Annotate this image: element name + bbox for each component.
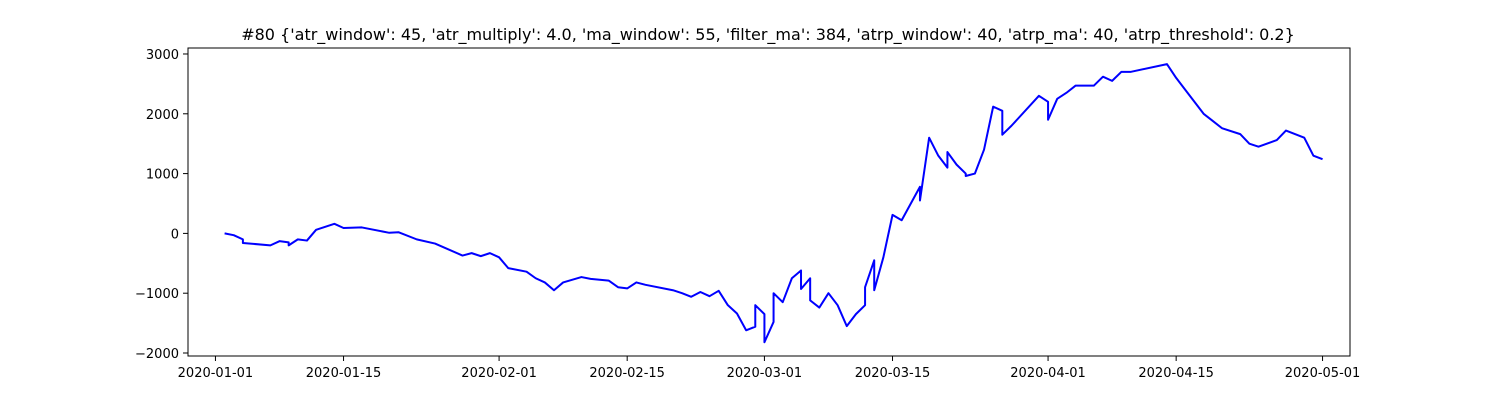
y-tick-label-2: 0 <box>171 227 179 242</box>
chart-title: #80 {'atr_window': 45, 'atr_multiply': 4… <box>241 25 1295 45</box>
y-tick-label-4: 2000 <box>146 108 179 123</box>
x-tick-label-0: 2020-01-01 <box>178 366 254 381</box>
y-tick-label-0: −2000 <box>135 347 179 362</box>
y-tick-label-1: −1000 <box>135 287 179 302</box>
x-tick-label-7: 2020-04-15 <box>1138 366 1214 381</box>
y-tick-label-3: 1000 <box>146 168 179 183</box>
y-axis: −2000 −1000 0 1000 2000 3000 <box>135 48 188 362</box>
x-tick-label-6: 2020-04-01 <box>1010 366 1086 381</box>
x-tick-label-5: 2020-03-15 <box>855 366 931 381</box>
x-tick-label-2: 2020-02-01 <box>461 366 537 381</box>
x-tick-label-3: 2020-02-15 <box>589 366 665 381</box>
y-tick-label-5: 3000 <box>146 48 179 63</box>
x-axis: 2020-01-01 2020-01-15 2020-02-01 2020-02-15… <box>178 356 1361 381</box>
plot-area <box>224 63 1323 344</box>
x-tick-label-1: 2020-01-15 <box>306 366 382 381</box>
x-tick-label-4: 2020-03-01 <box>727 366 803 381</box>
series-line-0 <box>224 63 1323 344</box>
plot-frame <box>187 47 1351 357</box>
x-tick-label-8: 2020-05-01 <box>1285 366 1361 381</box>
